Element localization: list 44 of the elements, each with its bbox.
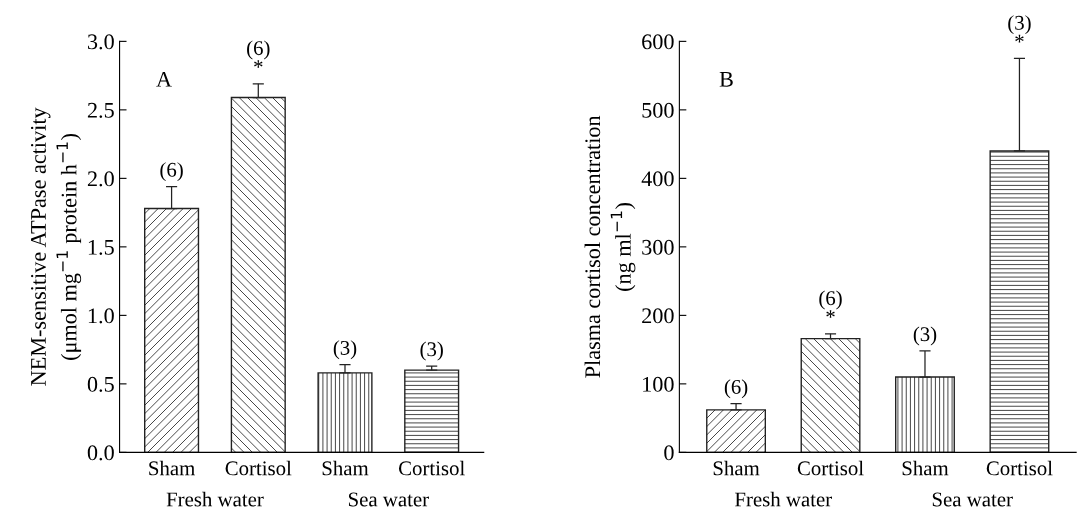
- annotation: B: [719, 72, 733, 87]
- annotation: (3): [333, 340, 357, 360]
- annotation: (6) *: [247, 40, 270, 68]
- annotation: (6): [724, 379, 748, 399]
- annotation: (3): [420, 341, 443, 361]
- x-tick-label: Cortisol: [398, 460, 465, 476]
- annotation: (3) *: [1008, 15, 1031, 43]
- x-tick-label: Cortisol: [797, 460, 864, 476]
- x-tick-label: Sham: [322, 460, 369, 476]
- y-tick-label: 1.0: [88, 308, 114, 324]
- y-tick-label: 100: [643, 376, 674, 392]
- annotation: (3): [913, 326, 937, 346]
- x-tick-label: Sham: [713, 460, 760, 476]
- x-tick-label: Sham: [902, 460, 949, 476]
- x-tick-label: Cortisol: [225, 460, 292, 476]
- bar: [800, 337, 861, 453]
- text: Sea water: [932, 492, 1013, 507]
- x-tick-label: Cortisol: [986, 460, 1053, 476]
- text: Fresh water: [166, 491, 264, 507]
- annotation: A: [156, 71, 172, 87]
- annotation: (6): [160, 162, 183, 182]
- y-tick-label: 200: [642, 308, 674, 324]
- bar: [989, 150, 1050, 453]
- y-tick-label: 400: [641, 171, 674, 187]
- bar: [895, 376, 955, 453]
- text: Sea water: [348, 492, 429, 507]
- annotation: (6) *: [819, 290, 842, 318]
- bar: [317, 372, 373, 453]
- y-tick-label: 0: [664, 445, 674, 461]
- y-tick-label: 1.5: [88, 239, 114, 255]
- y-tick-label: 0.0: [87, 445, 114, 461]
- y-tick-label: 0.5: [87, 376, 114, 392]
- text: Fresh water: [735, 491, 832, 507]
- y-tick-label: 3.0: [87, 34, 114, 50]
- y-axis-title: NEM-sensitive ATPase activity (μmol mg$^{−1}$ protein h$^{−1}$): [30, 107, 82, 386]
- bar: [404, 369, 460, 453]
- y-tick-label: 300: [642, 239, 674, 255]
- y-tick-label: 2.5: [87, 102, 114, 118]
- y-tick-label: 2.0: [87, 171, 114, 187]
- y-tick-label: 600: [642, 34, 674, 50]
- x-tick-label: Sham: [149, 460, 195, 476]
- bar: [706, 409, 767, 453]
- y-axis-title: Plasma cortisol concentration (ng ml$^{−1}$): [584, 115, 636, 378]
- y-tick-label: 500: [642, 102, 674, 118]
